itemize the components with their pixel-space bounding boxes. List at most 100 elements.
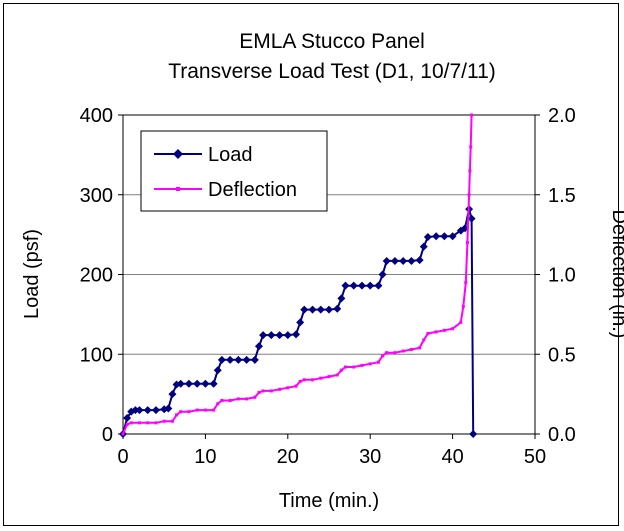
- data-point-deflection: [467, 193, 471, 197]
- data-point-deflection: [339, 368, 343, 372]
- data-point-deflection: [451, 327, 455, 331]
- data-point-deflection: [125, 422, 129, 426]
- data-point-deflection: [409, 347, 413, 351]
- data-point-deflection: [245, 397, 249, 401]
- data-point-load: [275, 331, 284, 340]
- data-point-load: [382, 256, 391, 265]
- data-point-deflection: [442, 328, 446, 332]
- data-point-deflection: [426, 332, 430, 336]
- data-point-deflection: [175, 413, 179, 417]
- x-tick-label: 50: [524, 446, 546, 468]
- data-point-deflection: [187, 410, 191, 414]
- data-point-load: [325, 305, 333, 314]
- data-point-deflection: [294, 384, 298, 388]
- x-tick-label: 30: [359, 446, 381, 468]
- axis-ticks: 0 100 200 300 400 0.0 0.5 1.0 1.5 2.0 0 10 20 30 40 50: [80, 105, 576, 468]
- y2-axis-label: Deflection (in.): [608, 210, 624, 339]
- data-point-load: [448, 232, 457, 241]
- data-point-load: [267, 331, 276, 340]
- data-point-deflection: [470, 113, 474, 117]
- data-point-deflection: [269, 389, 273, 393]
- data-point-load: [423, 233, 432, 242]
- legend-marker-load: [173, 149, 183, 159]
- data-point-load: [341, 281, 350, 290]
- data-point-load: [440, 232, 449, 241]
- data-point-deflection: [257, 391, 261, 395]
- data-point-deflection: [335, 373, 339, 377]
- legend-label-load: Load: [208, 144, 253, 166]
- y2-tick-label: 1.0: [548, 265, 576, 287]
- data-point-load: [176, 379, 185, 388]
- data-point-deflection: [203, 408, 207, 412]
- legend-box: [140, 130, 328, 212]
- y2-tick-label: 1.5: [548, 185, 576, 207]
- chart-frame: [3, 3, 619, 526]
- legend-label-deflection: Deflection: [208, 179, 297, 201]
- data-point-deflection: [381, 354, 385, 358]
- data-point-deflection: [137, 421, 141, 425]
- data-point-load: [390, 256, 399, 265]
- x-tick-label: 0: [117, 446, 128, 468]
- data-point-load: [164, 404, 173, 413]
- data-point-deflection: [465, 241, 469, 245]
- x-axis-label: Time (min.): [279, 490, 379, 512]
- data-point-load: [193, 379, 202, 388]
- data-point-load: [300, 305, 309, 314]
- data-point-deflection: [261, 389, 265, 393]
- data-point-load: [184, 379, 193, 388]
- data-point-load: [242, 355, 251, 364]
- data-point-load: [469, 430, 478, 438]
- data-point-deflection: [311, 378, 315, 382]
- data-point-load: [349, 281, 358, 290]
- data-point-load: [337, 294, 346, 303]
- data-point-load: [407, 256, 416, 265]
- data-point-deflection: [216, 402, 220, 406]
- data-point-load: [333, 304, 342, 313]
- data-point-load: [419, 242, 428, 251]
- data-point-deflection: [154, 421, 158, 425]
- data-point-load: [143, 406, 152, 415]
- y-tick-label: 200: [80, 265, 113, 287]
- data-point-load: [226, 355, 235, 364]
- x-tick-label: 10: [194, 446, 216, 468]
- data-point-load: [168, 390, 177, 399]
- y-tick-label: 0: [102, 424, 113, 446]
- data-point-deflection: [401, 349, 405, 353]
- data-point-deflection: [464, 280, 468, 284]
- data-point-load: [432, 232, 441, 241]
- data-point-deflection: [360, 363, 364, 367]
- y-tick-label: 400: [80, 105, 113, 127]
- data-point-deflection: [179, 410, 183, 414]
- data-point-deflection: [385, 351, 389, 355]
- data-point-deflection: [368, 362, 372, 366]
- data-point-deflection: [459, 320, 463, 324]
- data-point-load: [259, 331, 268, 340]
- data-point-deflection: [170, 419, 174, 423]
- data-point-deflection: [298, 379, 302, 383]
- data-point-load: [209, 379, 218, 388]
- x-tick-label: 20: [277, 446, 299, 468]
- data-point-deflection: [162, 419, 166, 423]
- chart-subtitle: Transverse Load Test (D1, 10/7/11): [168, 60, 496, 83]
- y2-tick-label: 0.5: [548, 344, 576, 366]
- data-point-deflection: [129, 421, 133, 425]
- data-point-deflection: [228, 399, 232, 403]
- data-point-load: [316, 305, 325, 314]
- data-point-deflection: [434, 330, 438, 334]
- data-point-deflection: [422, 338, 426, 342]
- data-point-deflection: [352, 365, 356, 369]
- data-point-deflection: [302, 378, 306, 382]
- data-point-load: [201, 379, 210, 388]
- data-point-deflection: [220, 399, 224, 403]
- data-point-load: [283, 331, 292, 340]
- y2-tick-label: 0.0: [548, 424, 576, 446]
- data-point-load: [123, 414, 132, 423]
- data-point-deflection: [236, 397, 240, 401]
- legend-marker-deflection: [176, 187, 180, 191]
- data-point-deflection: [121, 432, 125, 436]
- y-tick-label: 300: [80, 185, 113, 207]
- data-point-deflection: [343, 365, 347, 369]
- data-point-load: [399, 256, 408, 265]
- data-point-deflection: [469, 145, 473, 149]
